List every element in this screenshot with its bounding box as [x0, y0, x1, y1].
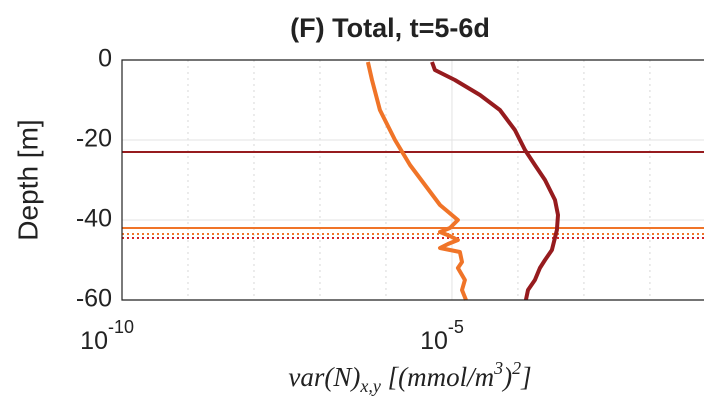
y-tick-label: -20 — [76, 125, 112, 153]
data-line — [430, 61, 560, 301]
chart-title: (F) Total, t=5-6d — [290, 13, 490, 43]
x-tick-base: 10 — [80, 327, 108, 355]
x-tick-base: 10 — [420, 327, 448, 355]
x-axis-label-part: ) — [501, 362, 512, 392]
x-axis-label-part: ] — [520, 362, 532, 392]
x-axis-label-part: x,y — [359, 376, 380, 396]
x-tick-label: 10-10 — [80, 317, 134, 355]
x-axis-label-part: var(N) — [288, 362, 360, 392]
x-axis-label: var(N)x,y [(mmol/m3)2] — [288, 358, 531, 396]
x-axis-label-part: 2 — [512, 358, 521, 378]
x-axis-label-part: [(mmol/m — [381, 362, 494, 392]
y-tick-label: -40 — [76, 205, 112, 233]
y-tick-label: 0 — [98, 45, 112, 73]
axes-frame — [121, 59, 704, 301]
x-tick-exponent: -10 — [108, 317, 134, 337]
x-tick-exponent: -5 — [448, 317, 464, 337]
x-axis-label-part: 3 — [493, 358, 503, 378]
data-line — [365, 61, 468, 301]
x-tick-label: 10-5 — [420, 317, 464, 355]
y-axis-label: Depth [m] — [12, 119, 43, 240]
y-tick-label: -60 — [76, 285, 112, 313]
